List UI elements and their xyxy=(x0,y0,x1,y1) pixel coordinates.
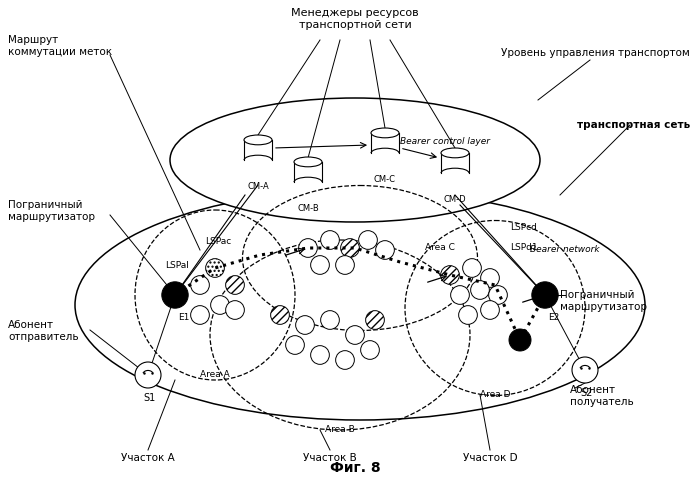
Polygon shape xyxy=(294,162,322,182)
Polygon shape xyxy=(371,133,399,153)
Circle shape xyxy=(451,286,469,304)
Text: Участок B: Участок B xyxy=(303,453,357,463)
Ellipse shape xyxy=(75,190,645,420)
Circle shape xyxy=(135,362,161,388)
Circle shape xyxy=(336,256,354,274)
Circle shape xyxy=(481,301,499,319)
Circle shape xyxy=(375,241,394,259)
Circle shape xyxy=(271,306,289,324)
Circle shape xyxy=(226,301,245,319)
Circle shape xyxy=(340,239,359,257)
Circle shape xyxy=(463,258,482,277)
Circle shape xyxy=(226,276,245,294)
Circle shape xyxy=(572,357,598,383)
Text: Фиг. 8: Фиг. 8 xyxy=(330,461,380,475)
Circle shape xyxy=(191,276,209,294)
Text: LSPal: LSPal xyxy=(165,260,189,270)
Ellipse shape xyxy=(244,135,272,145)
Text: CM-C: CM-C xyxy=(374,175,396,184)
Circle shape xyxy=(459,306,477,324)
Circle shape xyxy=(321,231,339,249)
Text: E2: E2 xyxy=(548,313,559,322)
Text: Пограничный
маршрутизатор: Пограничный маршрутизатор xyxy=(560,290,647,312)
Circle shape xyxy=(509,329,531,351)
Text: LSPac: LSPac xyxy=(205,238,231,246)
Circle shape xyxy=(161,282,188,308)
Circle shape xyxy=(286,335,304,354)
Ellipse shape xyxy=(170,98,540,222)
Text: LSPcd: LSPcd xyxy=(510,224,537,232)
Text: Уровень управления транспортом: Уровень управления транспортом xyxy=(501,48,690,58)
Circle shape xyxy=(481,269,499,287)
Circle shape xyxy=(191,306,209,324)
Circle shape xyxy=(359,231,377,249)
Circle shape xyxy=(366,311,384,329)
Text: E1: E1 xyxy=(178,313,189,322)
Text: транспортная сеть: транспортная сеть xyxy=(577,120,690,130)
Circle shape xyxy=(298,239,317,257)
Circle shape xyxy=(489,286,507,304)
Circle shape xyxy=(440,266,459,284)
Text: Абонент
получатель: Абонент получатель xyxy=(570,385,634,408)
Circle shape xyxy=(210,296,229,314)
Circle shape xyxy=(361,341,380,359)
Ellipse shape xyxy=(441,148,469,158)
Text: CM-D: CM-D xyxy=(444,195,466,204)
Text: Area D: Area D xyxy=(480,390,510,399)
Circle shape xyxy=(310,256,329,274)
Text: Bearer network: Bearer network xyxy=(530,245,600,255)
Text: Участок D: Участок D xyxy=(463,453,517,463)
Circle shape xyxy=(296,316,315,334)
Text: Маршрут
коммутации меток: Маршрут коммутации меток xyxy=(8,35,112,58)
Polygon shape xyxy=(244,140,272,160)
Text: Пограничный
маршрутизатор: Пограничный маршрутизатор xyxy=(8,200,95,223)
Text: Bearer control layer: Bearer control layer xyxy=(400,137,490,147)
Ellipse shape xyxy=(371,128,399,138)
Text: Area B: Area B xyxy=(325,425,355,434)
Text: Абонент
отправитель: Абонент отправитель xyxy=(8,320,78,342)
Text: CM-A: CM-A xyxy=(247,182,269,191)
Polygon shape xyxy=(441,153,469,173)
Circle shape xyxy=(310,346,329,364)
Text: CM-B: CM-B xyxy=(297,204,319,213)
Text: Участок А: Участок А xyxy=(121,453,175,463)
Text: Area A: Area A xyxy=(200,370,230,379)
Circle shape xyxy=(470,281,489,299)
Text: S1: S1 xyxy=(144,393,156,403)
Circle shape xyxy=(206,258,224,277)
Ellipse shape xyxy=(294,157,322,167)
Circle shape xyxy=(321,311,339,329)
Circle shape xyxy=(336,350,354,369)
Text: S2: S2 xyxy=(581,388,593,398)
Text: Менеджеры ресурсов
транспортной сети: Менеджеры ресурсов транспортной сети xyxy=(291,8,419,30)
Circle shape xyxy=(532,282,559,308)
Circle shape xyxy=(345,326,364,344)
Text: Area C: Area C xyxy=(425,243,455,253)
Text: LSPd1: LSPd1 xyxy=(510,243,538,253)
